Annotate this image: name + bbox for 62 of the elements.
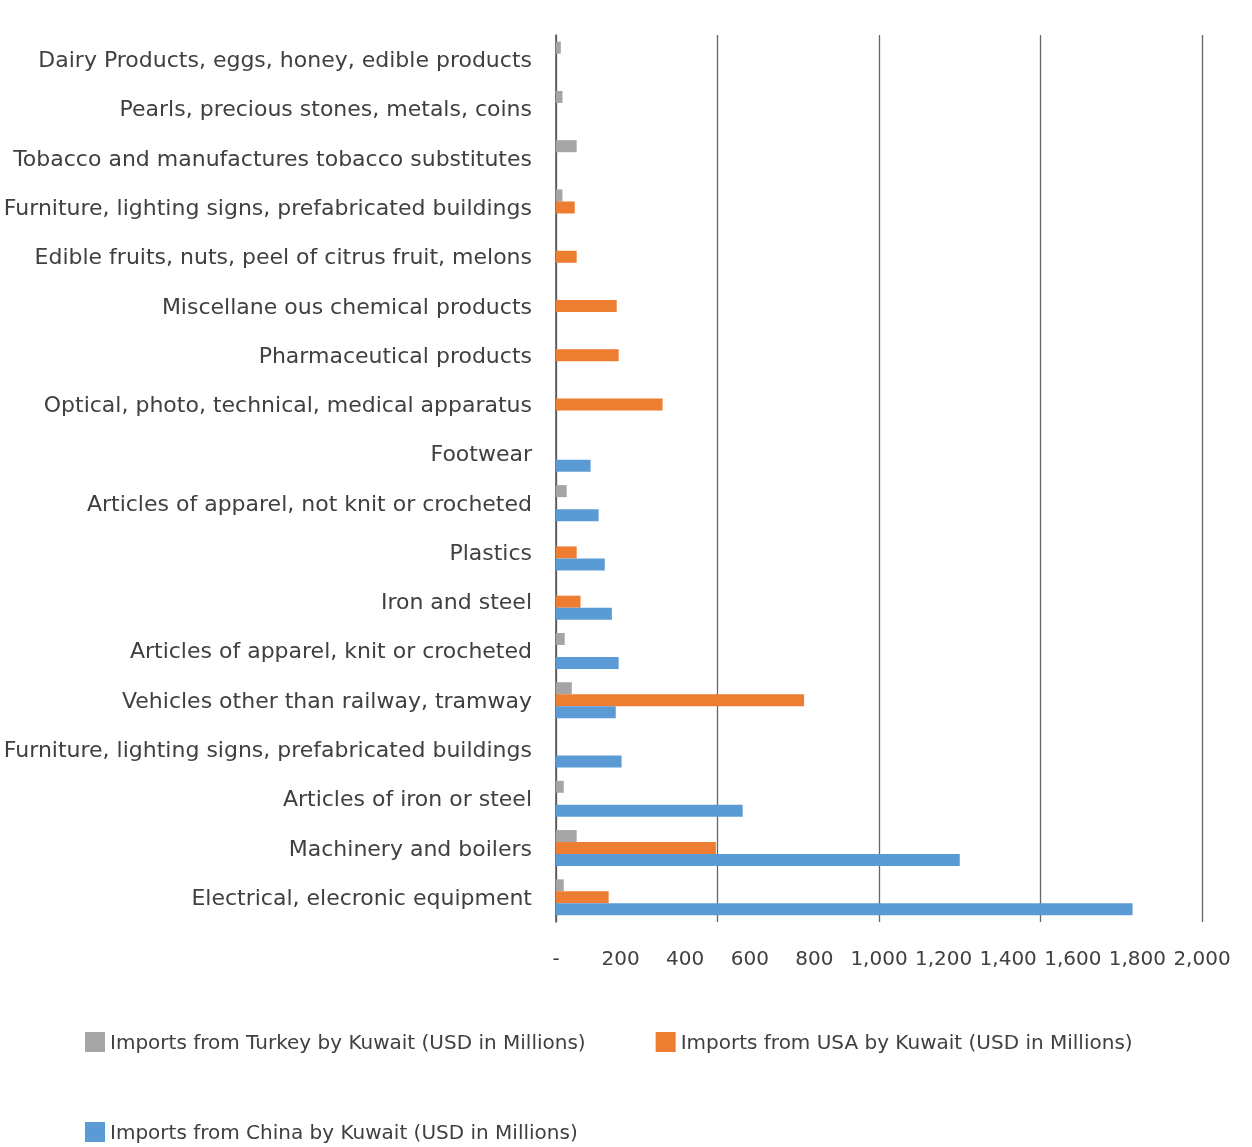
x-tick-label: 200 (601, 946, 640, 970)
y-tick-label: Pharmaceutical products (258, 342, 532, 368)
bar (556, 632, 565, 645)
legend-label: Imports from USA by Kuwait (USD in Millions) (680, 1030, 1133, 1054)
y-tick-label: Optical, photo, technical, medical apparatus (43, 392, 532, 418)
bar (556, 595, 581, 608)
y-tick-label: Edible fruits, nuts, peel of citrus fruit, melons (34, 244, 532, 270)
y-tick-label: Plastics (449, 539, 532, 565)
y-tick-label: Articles of iron or steel (282, 786, 532, 812)
y-tick-label: Footwear (430, 441, 533, 467)
bar (556, 656, 619, 669)
bar (556, 830, 577, 843)
bar (556, 755, 622, 768)
bar (556, 140, 577, 153)
bar (556, 509, 599, 522)
bar (556, 349, 619, 362)
bar (556, 300, 617, 313)
y-tick-label: Machinery and boilers (288, 835, 532, 861)
x-tick-label: - (552, 946, 560, 970)
bar (556, 459, 591, 472)
y-tick-label: Dairy Products, eggs, honey, edible products (38, 47, 532, 73)
bar (556, 250, 577, 263)
x-tick-label: 2,000 (1173, 946, 1231, 970)
y-tick-label: Pearls, precious stones, metals, coins (119, 96, 532, 122)
y-tick-label: Miscellane ous chemical products (161, 293, 532, 319)
legend-label: Imports from China by Kuwait (USD in Millions) (110, 1120, 578, 1144)
x-tick-label: 1,400 (979, 946, 1037, 970)
bar (556, 682, 572, 695)
y-tick-label: Tobacco and manufactures tobacco substitutes (12, 145, 532, 171)
y-tick-label: Articles of apparel, knit or crocheted (129, 638, 532, 664)
bar (556, 694, 805, 707)
x-tick-label: 1,200 (914, 946, 973, 970)
x-tick-label: 1,800 (1108, 946, 1167, 970)
bar (556, 189, 563, 202)
x-tick-label: 1,000 (850, 946, 908, 970)
y-tick-label: Iron and steel (380, 589, 532, 615)
bar (556, 398, 663, 411)
bar (556, 780, 564, 793)
y-tick-label: Articles of apparel, not knit or crocheted (86, 490, 532, 516)
y-tick-label: Electrical, elecronic equipment (191, 884, 533, 910)
bar (556, 41, 561, 54)
x-tick-label: 600 (730, 946, 769, 970)
bar (556, 546, 577, 559)
bar (556, 903, 1133, 916)
bar (556, 485, 567, 498)
bar (556, 804, 743, 817)
bar (556, 854, 960, 867)
legend-label: Imports from Turkey by Kuwait (USD in Millions) (110, 1030, 586, 1054)
y-tick-label: Furniture, lighting signs, prefabricated buildings (3, 194, 532, 220)
x-tick-label: 800 (795, 946, 834, 970)
bar (556, 842, 716, 855)
x-tick-label: 400 (666, 946, 705, 970)
bar (556, 891, 609, 904)
y-tick-label: Furniture, lighting signs, prefabricated buildings (3, 737, 532, 763)
x-tick-label: 1,600 (1044, 946, 1102, 970)
bar (556, 558, 605, 571)
bar (556, 706, 616, 719)
y-tick-label: Vehicles other than railway, tramway (121, 687, 532, 713)
bar (556, 201, 575, 214)
bar (556, 90, 563, 103)
bar (556, 607, 612, 620)
bar (556, 879, 564, 892)
